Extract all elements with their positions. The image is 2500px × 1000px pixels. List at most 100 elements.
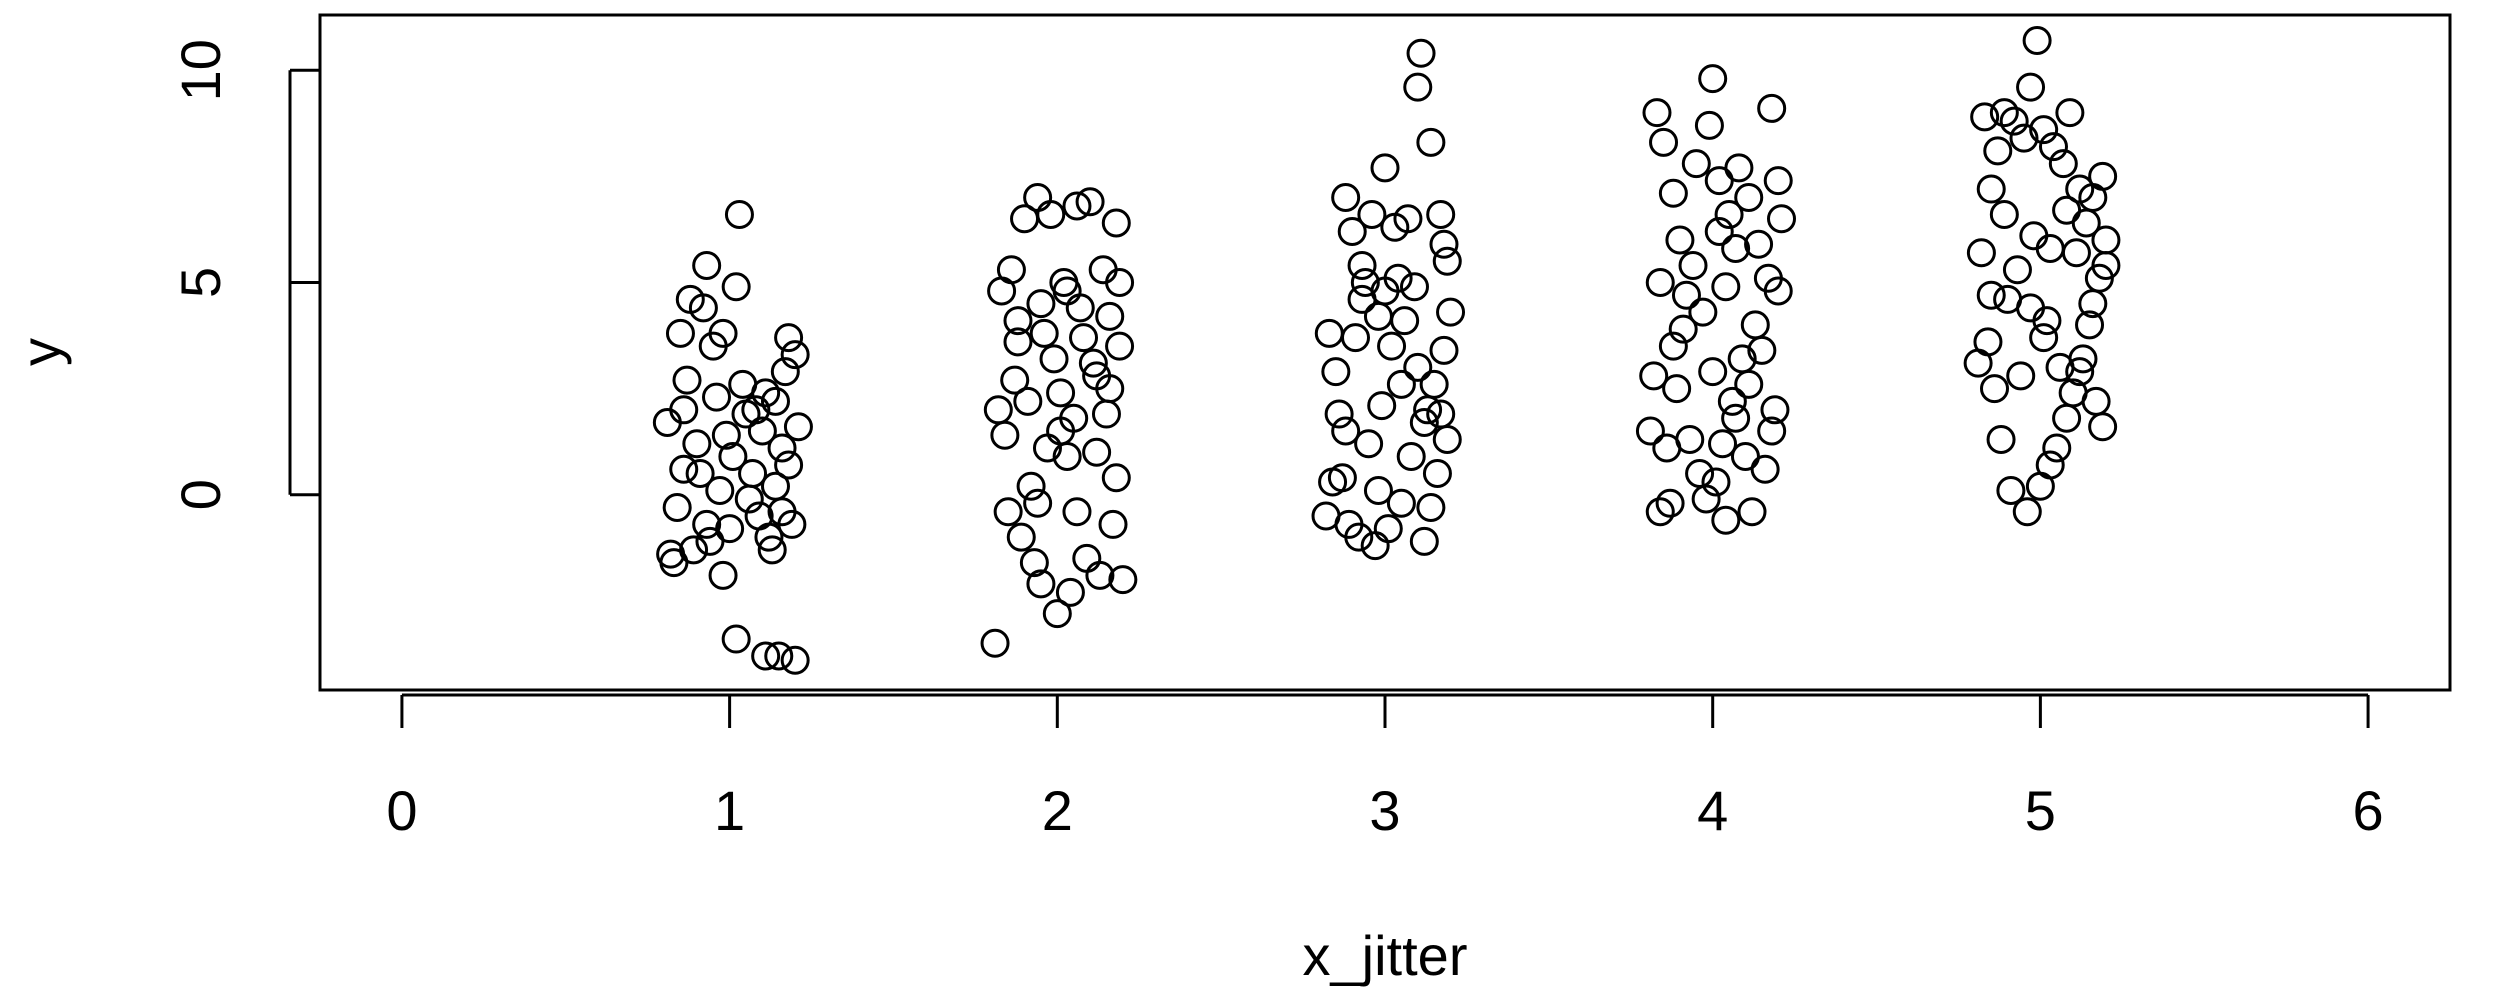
data-point xyxy=(2075,310,2105,340)
data-point xyxy=(2055,98,2085,128)
data-point xyxy=(1708,429,1738,459)
data-point xyxy=(1966,238,1996,268)
data-point xyxy=(1675,425,1705,455)
data-point xyxy=(2029,323,2059,353)
data-point xyxy=(1016,471,1046,501)
data-point xyxy=(1019,548,1049,578)
data-point xyxy=(1658,178,1688,208)
data-point xyxy=(1023,488,1053,518)
data-point xyxy=(1324,399,1354,429)
data-point xyxy=(1360,531,1390,561)
data-point xyxy=(2065,357,2095,387)
data-point xyxy=(1996,475,2026,505)
data-point xyxy=(2029,115,2059,145)
data-point xyxy=(1003,306,1033,336)
data-point xyxy=(672,365,702,395)
data-point xyxy=(2091,250,2121,280)
data-point xyxy=(2045,352,2075,382)
data-point xyxy=(1432,425,1462,455)
data-point xyxy=(1645,497,1675,527)
data-point xyxy=(1363,475,1393,505)
data-point xyxy=(993,497,1023,527)
data-point xyxy=(1354,429,1384,459)
data-point xyxy=(1734,183,1764,213)
data-point xyxy=(764,641,794,671)
data-point xyxy=(1668,314,1698,344)
data-point xyxy=(2035,233,2065,263)
data-point xyxy=(1416,127,1446,157)
data-point xyxy=(1331,183,1361,213)
data-point xyxy=(1082,437,1112,467)
data-point xyxy=(1350,267,1380,297)
data-point xyxy=(1046,378,1076,408)
data-point xyxy=(2078,289,2108,319)
data-point xyxy=(770,357,800,387)
data-point xyxy=(2019,221,2049,251)
x-tick-label: 2 xyxy=(1042,779,1073,842)
data-point xyxy=(1386,488,1416,518)
data-point xyxy=(757,535,787,565)
data-point xyxy=(1396,442,1426,472)
x-tick-label: 3 xyxy=(1369,779,1400,842)
data-point xyxy=(1973,327,2003,357)
data-point xyxy=(1724,153,1754,183)
plot-frame xyxy=(318,13,2452,692)
y-tick-label: 10 xyxy=(169,39,232,101)
data-point xyxy=(774,450,804,480)
data-point xyxy=(1717,386,1747,416)
data-point xyxy=(1108,565,1138,595)
y-axis-label: y xyxy=(9,338,72,366)
data-point xyxy=(1088,255,1118,285)
data-point xyxy=(1426,399,1456,429)
data-point xyxy=(1662,374,1692,404)
data-point xyxy=(2012,497,2042,527)
data-point xyxy=(1098,509,1128,539)
data-point xyxy=(767,433,797,463)
x-axis-label: x_jitter xyxy=(1303,924,1468,987)
x-tick-label: 6 xyxy=(2352,779,2383,842)
data-point xyxy=(688,293,718,323)
data-point xyxy=(1422,458,1452,488)
data-point xyxy=(679,535,709,565)
data-point xyxy=(1432,246,1462,276)
data-point xyxy=(685,458,715,488)
data-point xyxy=(2016,293,2046,323)
x-tick-label: 5 xyxy=(2025,779,2056,842)
data-point xyxy=(1367,391,1397,421)
data-point xyxy=(2002,255,2032,285)
data-point xyxy=(741,395,771,425)
data-point xyxy=(1744,229,1774,259)
data-point xyxy=(1419,369,1449,399)
data-point xyxy=(1065,293,1095,323)
x-tick-label: 1 xyxy=(714,779,745,842)
data-point xyxy=(1763,166,1793,196)
data-point xyxy=(1393,204,1423,234)
data-point xyxy=(1026,569,1056,599)
data-point xyxy=(767,497,797,527)
data-point xyxy=(692,509,722,539)
data-point xyxy=(1062,191,1092,221)
data-point xyxy=(1331,416,1361,446)
data-point xyxy=(1062,497,1092,527)
data-point xyxy=(2042,433,2072,463)
data-point xyxy=(718,442,748,472)
data-point xyxy=(2032,306,2062,336)
data-point xyxy=(669,395,699,425)
data-point xyxy=(1377,331,1407,361)
data-point xyxy=(1370,153,1400,183)
data-point xyxy=(1337,217,1367,247)
data-point xyxy=(760,386,790,416)
data-point xyxy=(2009,123,2039,153)
data-point xyxy=(1413,395,1443,425)
data-point xyxy=(1409,526,1439,556)
data-point xyxy=(721,624,751,654)
data-point xyxy=(1999,106,2029,136)
data-point xyxy=(2006,361,2036,391)
data-point xyxy=(2088,412,2118,442)
data-point xyxy=(1757,416,1787,446)
data-point xyxy=(1763,276,1793,306)
data-point xyxy=(1072,543,1102,573)
data-point xyxy=(1105,331,1135,361)
data-point xyxy=(1023,183,1053,213)
